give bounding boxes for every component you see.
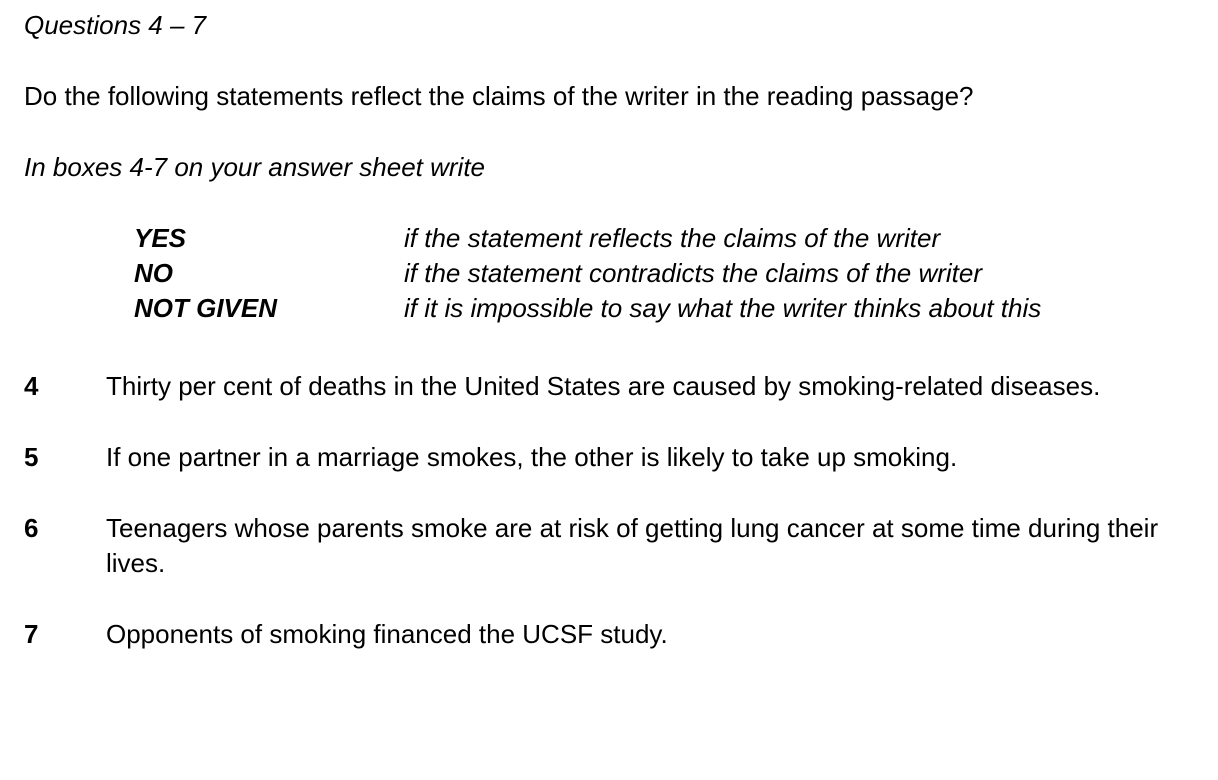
question-text: Thirty per cent of deaths in the United … bbox=[106, 369, 1194, 404]
legend-desc-no: if the statement contradicts the claims … bbox=[404, 256, 982, 291]
legend-key-no: NO bbox=[134, 256, 404, 291]
question-number: 6 bbox=[24, 511, 106, 581]
question-row: 6 Teenagers whose parents smoke are at r… bbox=[24, 511, 1194, 581]
instruction-text: In boxes 4-7 on your answer sheet write bbox=[24, 150, 1194, 185]
question-text: Teenagers whose parents smoke are at ris… bbox=[106, 511, 1194, 581]
legend-row: NOT GIVEN if it is impossible to say wha… bbox=[134, 291, 1194, 326]
question-number: 7 bbox=[24, 617, 106, 652]
legend-desc-yes: if the statement reflects the claims of … bbox=[404, 221, 940, 256]
question-text: Opponents of smoking financed the UCSF s… bbox=[106, 617, 1194, 652]
question-row: 7 Opponents of smoking financed the UCSF… bbox=[24, 617, 1194, 652]
question-range-heading: Questions 4 – 7 bbox=[24, 8, 1194, 43]
intro-text: Do the following statements reflect the … bbox=[24, 79, 1194, 114]
question-row: 4 Thirty per cent of deaths in the Unite… bbox=[24, 369, 1194, 404]
legend-row: YES if the statement reflects the claims… bbox=[134, 221, 1194, 256]
legend-key-not-given: NOT GIVEN bbox=[134, 291, 404, 326]
question-number: 5 bbox=[24, 440, 106, 475]
question-number: 4 bbox=[24, 369, 106, 404]
legend-desc-not-given: if it is impossible to say what the writ… bbox=[404, 291, 1041, 326]
question-text: If one partner in a marriage smokes, the… bbox=[106, 440, 1194, 475]
legend-key-yes: YES bbox=[134, 221, 404, 256]
legend-row: NO if the statement contradicts the clai… bbox=[134, 256, 1194, 291]
question-row: 5 If one partner in a marriage smokes, t… bbox=[24, 440, 1194, 475]
answer-legend: YES if the statement reflects the claims… bbox=[134, 221, 1194, 326]
